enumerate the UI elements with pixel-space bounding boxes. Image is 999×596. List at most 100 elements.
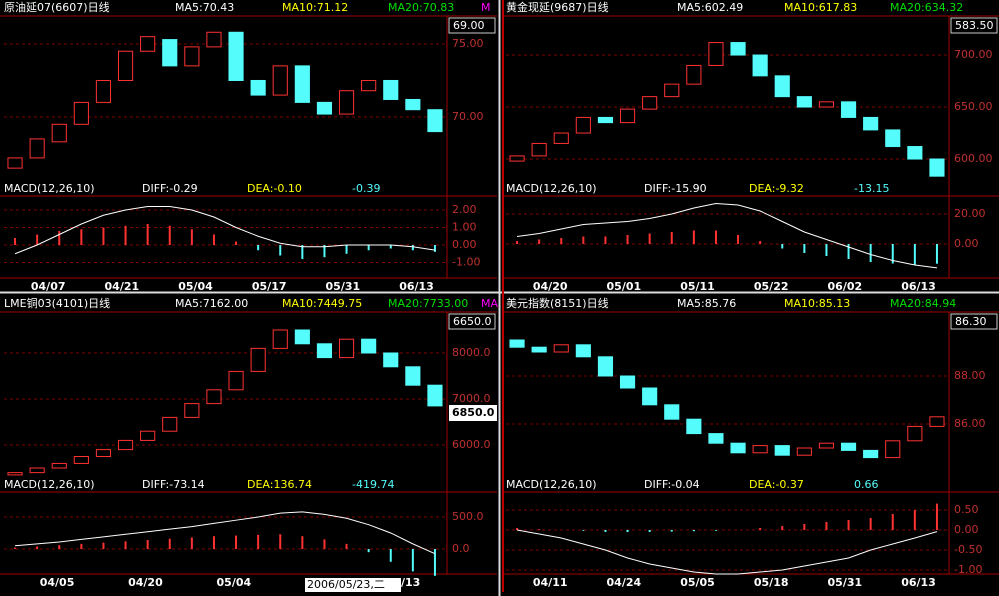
candle: [51, 462, 67, 469]
x-tick-label: 05/31: [828, 576, 863, 589]
last-box: [950, 313, 998, 330]
macd-label: MACD(12,26,10): [4, 182, 95, 195]
x-tick-label: 05/05: [680, 576, 715, 589]
x-tick-label: 04/20: [533, 280, 568, 293]
macd-label: MACD(12,26,10): [506, 478, 597, 491]
candle: [95, 79, 112, 103]
x-tick-label: 05/04: [217, 576, 252, 589]
candle: [405, 98, 421, 111]
macd-tick-label: 1.00: [452, 220, 477, 233]
last-box: [950, 17, 998, 34]
candle: [73, 456, 89, 464]
candle: [752, 54, 768, 77]
ma20: MA20:70.83: [388, 1, 454, 14]
last-box: [448, 17, 496, 34]
x-tick-label: 05/01: [607, 280, 642, 293]
candle: [553, 344, 569, 353]
candle: [597, 116, 614, 124]
last-price: 583.50: [955, 19, 994, 32]
diff-line: [15, 511, 436, 555]
x-tick-label: 05/04: [178, 280, 213, 293]
candle: [228, 31, 244, 81]
candle: [575, 116, 591, 134]
panel-title: 黄金现延(9687)日线: [506, 0, 609, 14]
x-tick-label: 06/02: [828, 280, 863, 293]
ma5: MA5:602.49: [677, 1, 743, 14]
y-tick-label: 70.00: [452, 110, 484, 123]
candle: [29, 467, 45, 474]
macd-tick-label: 0.50: [954, 503, 979, 516]
cursor-date: 2006/05/23,二: [307, 578, 385, 591]
x-tick-label: /13: [401, 576, 420, 589]
side-price: 6850.0: [452, 406, 495, 419]
diff: DIFF:-15.90: [644, 182, 707, 195]
y-tick-label: 88.00: [954, 369, 986, 382]
macd-tick-label: 20.00: [954, 207, 986, 220]
dea: DEA:-0.10: [247, 182, 302, 195]
y-tick-label: 8000.0: [452, 346, 491, 359]
candle: [73, 101, 89, 125]
candle: [250, 79, 266, 96]
dea: DEA:-0.37: [749, 478, 804, 491]
x-tick-label: 04/07: [31, 280, 66, 293]
candle: [7, 157, 23, 169]
candle: [708, 433, 724, 444]
macd-tick-label: 0.00: [452, 238, 477, 251]
x-tick-label: 05/31: [326, 280, 361, 293]
candle: [907, 425, 923, 442]
macd-label: MACD(12,26,10): [506, 182, 597, 195]
y-tick-label: 86.00: [954, 417, 986, 430]
y-tick-label: 6000.0: [452, 438, 491, 451]
candle: [162, 39, 178, 67]
ma10: MA10:617.83: [784, 1, 857, 14]
candle: [619, 108, 636, 124]
cursor-box: [305, 578, 401, 592]
candle: [885, 129, 901, 148]
candle: [228, 370, 244, 391]
candle: [140, 430, 156, 441]
candle: [162, 416, 178, 432]
panel-title: 原油延07(6607)日线: [4, 0, 110, 14]
candle: [531, 346, 547, 353]
ma20: MA20:634.32: [890, 1, 963, 14]
macd-value: -419.74: [352, 478, 394, 491]
last-price: 6650.0: [453, 315, 492, 328]
candle: [730, 42, 746, 56]
candle: [338, 338, 355, 359]
candle: [863, 449, 879, 459]
x-tick-label: 06/13: [901, 280, 936, 293]
candle: [752, 445, 768, 454]
macd-tick-label: -1.00: [954, 563, 982, 576]
candle: [796, 447, 812, 456]
candle: [294, 65, 310, 103]
ma10: MA10:85.13: [784, 297, 850, 310]
candle: [929, 158, 945, 177]
candle: [206, 31, 222, 48]
candle: [686, 418, 702, 435]
candle: [383, 79, 399, 100]
x-tick-label: 04/20: [128, 576, 163, 589]
candle: [29, 138, 45, 159]
candle: [619, 375, 636, 389]
x-tick-label: 04/11: [533, 576, 568, 589]
candle: [117, 50, 134, 81]
panel-title: 美元指数(8151)日线: [506, 296, 609, 310]
macd-tick-label: 0.00: [954, 523, 979, 536]
x-tick-label: 06/13: [901, 576, 936, 589]
x-tick-label: 04/05: [40, 576, 75, 589]
candle: [708, 42, 724, 66]
macd-tick-label: 500.0: [452, 510, 484, 523]
macd-value: -13.15: [854, 182, 889, 195]
candle: [250, 347, 266, 372]
x-tick-label: 04/24: [607, 576, 642, 589]
diff-line: [516, 529, 938, 575]
y-tick-label: 600.00: [954, 152, 993, 165]
diff-line: [14, 205, 436, 255]
diff-line: [516, 202, 938, 269]
ma20: MA20:84.94: [890, 297, 956, 310]
candle: [840, 101, 857, 118]
candle: [509, 339, 525, 348]
panel-title: LME铜03(4101)日线: [4, 296, 110, 310]
candle: [575, 344, 591, 358]
candle: [664, 83, 680, 98]
